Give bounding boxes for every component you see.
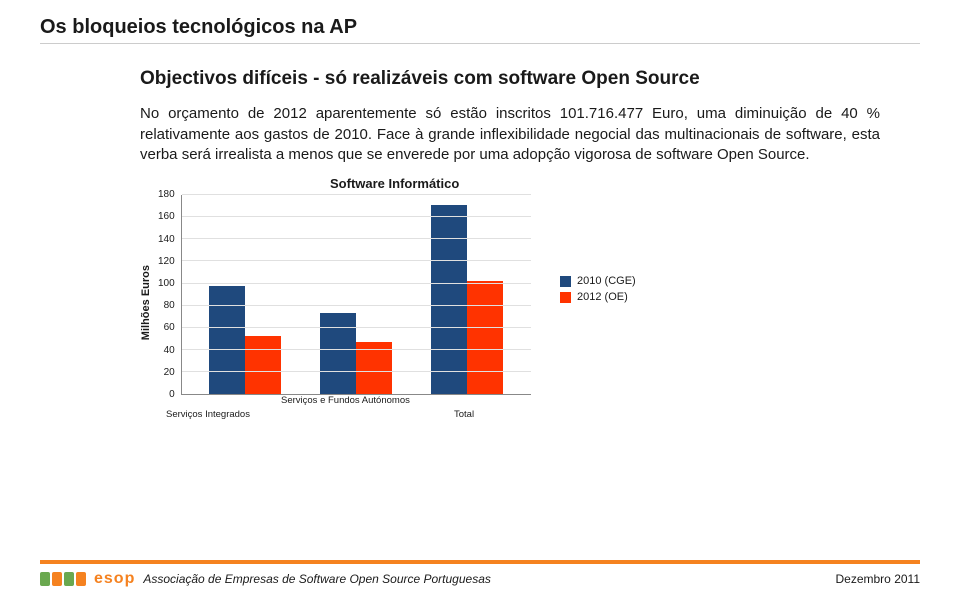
- legend-item: 2010 (CGE): [560, 275, 636, 287]
- grid-line: [182, 194, 531, 195]
- grid-line: [182, 371, 531, 372]
- y-axis-label: Milhões Euros: [140, 265, 152, 340]
- legend-item: 2012 (OE): [560, 291, 636, 303]
- legend-swatch-icon: [560, 292, 571, 303]
- title-rule: [40, 43, 920, 44]
- chart: Software Informático Milhões Euros 18016…: [140, 176, 880, 427]
- page-title: Os bloqueios tecnológicos na AP: [40, 16, 920, 39]
- grid-line: [182, 305, 531, 306]
- logo: esop Associação de Empresas de Software …: [40, 570, 491, 588]
- chart-title: Software Informático: [330, 176, 880, 191]
- footer: esop Associação de Empresas de Software …: [40, 560, 920, 588]
- grid-line: [182, 260, 531, 261]
- association-name: Associação de Empresas de Software Open …: [143, 572, 491, 586]
- content-area: Objectivos difíceis - só realizáveis com…: [40, 68, 920, 427]
- page: Os bloqueios tecnológicos na AP Objectiv…: [0, 0, 960, 600]
- bars-container: [182, 195, 531, 394]
- bar: [245, 336, 281, 394]
- legend-label: 2012 (OE): [577, 291, 628, 303]
- grid-line: [182, 283, 531, 284]
- grid-line: [182, 216, 531, 217]
- y-ticks: 180160140120100806040200: [158, 195, 181, 395]
- footer-rule: [40, 560, 920, 564]
- body-paragraph: No orçamento de 2012 aparentemente só es…: [140, 104, 880, 166]
- legend-swatch-icon: [560, 276, 571, 287]
- x-label: Serviços Integrados: [166, 409, 250, 420]
- logo-mark-icon: [40, 572, 86, 586]
- legend-label: 2010 (CGE): [577, 275, 636, 287]
- grid-line: [182, 327, 531, 328]
- grid-line: [182, 238, 531, 239]
- bar: [320, 313, 356, 394]
- logo-text: esop: [94, 570, 135, 588]
- bar-group: [431, 205, 503, 394]
- bar: [467, 281, 503, 394]
- plot-area: [181, 195, 531, 395]
- bar: [431, 205, 467, 394]
- x-label: Serviços e Fundos Autónomos: [281, 395, 410, 406]
- x-labels: Serviços IntegradosServiços e Fundos Aut…: [186, 395, 536, 427]
- x-label: Total: [454, 409, 474, 420]
- footer-date: Dezembro 2011: [836, 572, 921, 586]
- bar-group: [320, 313, 392, 394]
- bar-group: [209, 286, 281, 394]
- section-title: Objectivos difíceis - só realizáveis com…: [140, 68, 880, 90]
- grid-line: [182, 349, 531, 350]
- bar: [209, 286, 245, 394]
- legend: 2010 (CGE) 2012 (OE): [560, 275, 636, 303]
